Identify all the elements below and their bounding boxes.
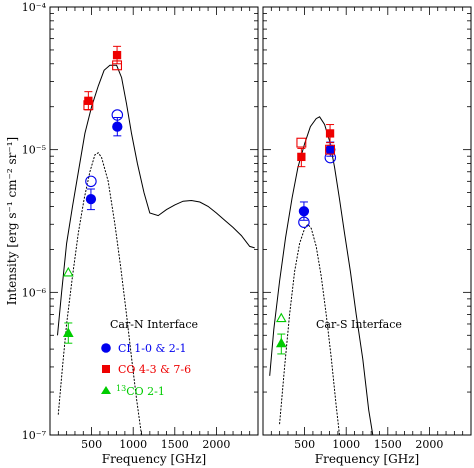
x-axis-label-right: Frequency [GHz] [315,452,419,466]
model-curve-dotted [57,152,142,435]
x-tick-label: 1500 [161,438,189,451]
y-tick-label: 10⁻⁷ [22,429,47,442]
panel-car-s: 500 1000 1500 2000 [262,6,472,451]
13co-point [62,327,74,337]
ci-point-open [324,151,337,164]
ci-point [298,206,310,217]
legend-marker-13co [101,386,111,394]
model-curve-solid [57,64,255,336]
legend-label-13co: 13CO 2-1 [116,384,165,398]
model-curve-solid [269,116,374,435]
panel-label-car-n: Car-N Interface [110,318,198,331]
co-point [325,129,335,138]
ci-point-open [111,109,124,121]
x-tick-label: 500 [294,438,315,451]
ci-point-open [298,216,310,228]
co-point-open [112,60,123,71]
legend-marker-ci [101,343,111,353]
13co-point-open [62,266,74,277]
co-point-open [296,137,307,148]
y-axis-label: Intensity [erg s⁻¹ cm⁻² sr⁻¹] [5,137,19,305]
x-tick-label: 1000 [119,438,147,451]
plot-frame [262,6,472,436]
y-tick-label: 10⁻⁴ [22,1,47,14]
legend-label-ci: CI 1-0 & 2-1 [118,342,186,355]
co-point [297,152,306,162]
x-axis-label-left: Frequency [GHz] [102,452,206,466]
panel-car-n: 500 1000 1500 2000 10⁻⁷ 10⁻⁶ 10⁻⁵ 10⁻⁴ [22,1,259,451]
x-tick-label: 1500 [374,438,402,451]
plot-frame [49,6,259,436]
legend-marker-co [102,365,110,373]
x-tick-label: 2000 [415,438,443,451]
legend-label-co: CO 4-3 & 7-6 [118,363,191,376]
13co-point-open [275,312,287,323]
ci-point [112,121,123,132]
ci-point [85,193,97,205]
x-tick-label: 1000 [332,438,360,451]
13co-point [275,337,287,348]
co-point [112,50,122,60]
panel-label-car-s: Car-S Interface [316,318,402,331]
co-point-open [325,144,336,155]
co-point-open [83,100,94,111]
y-tick-label: 10⁻⁵ [22,144,46,157]
ci-point-open [85,175,97,188]
model-curve-dotted [279,223,340,435]
legend: CI 1-0 & 2-1 CO 4-3 & 7-6 13CO 2-1 [101,342,191,398]
y-tick-label: 10⁻⁶ [22,286,47,299]
x-tick-label: 2000 [202,438,230,451]
x-tick-label: 500 [81,438,102,451]
